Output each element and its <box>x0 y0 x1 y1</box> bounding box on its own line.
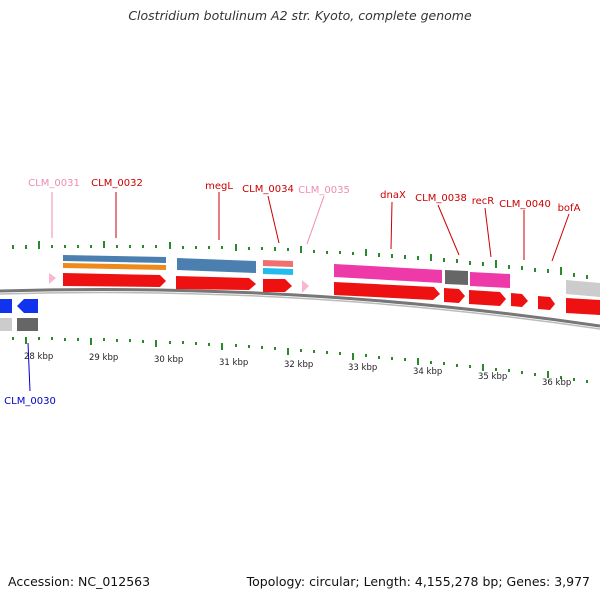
scale-labels: 28 kbp 29 kbp 30 kbp 31 kbp 32 kbp 33 kb… <box>24 352 571 388</box>
gene-bar-lower-darkgray <box>17 318 38 331</box>
scale-label-35: 35 kbp <box>478 372 507 382</box>
gene-arrow-red-1 <box>63 273 166 287</box>
gene-label-clm0031: CLM_0031 <box>28 178 80 189</box>
genome-summary-text: Topology: circular; Length: 4,155,278 bp… <box>246 574 590 589</box>
gene-arrow-red-9 <box>566 298 600 315</box>
scale-label-30: 30 kbp <box>154 355 183 365</box>
gene-arrow-red-3 <box>263 279 292 292</box>
gene-bar-lightgray <box>566 280 600 297</box>
label-leaders <box>27 192 570 392</box>
gene-label-dnax: dnaX <box>380 190 406 201</box>
gene-bar-blue-2 <box>177 258 256 273</box>
gene-arrow-red-8 <box>538 296 555 310</box>
gene-arrow-red-4 <box>334 282 440 300</box>
gene-arrows <box>0 273 600 331</box>
gene-label-clm0030: CLM_0030 <box>4 396 56 407</box>
lower-tick-ruler <box>12 337 588 383</box>
gene-bar-magenta-1 <box>334 264 442 283</box>
gene-bar-blue-1 <box>63 255 166 263</box>
gene-label-clm0034: CLM_0034 <box>242 184 294 195</box>
gene-arrow-red-7 <box>511 293 528 307</box>
accession-text: Accession: NC_012563 <box>8 574 151 589</box>
upper-tick-ruler <box>12 241 588 279</box>
gene-bar-gray <box>445 270 468 285</box>
gene-arrow-blue-left-1 <box>0 299 12 313</box>
backbone-outer <box>0 287 600 328</box>
gene-bar-salmon <box>263 260 293 267</box>
scale-label-32: 32 kbp <box>284 360 313 370</box>
gene-bar-orange-1 <box>63 263 166 270</box>
gene-bar-cyan <box>263 268 293 275</box>
scale-label-36: 36 kbp <box>542 378 571 388</box>
gene-label-clm0040: CLM_0040 <box>499 199 551 210</box>
map-title: Clostridium botulinum A2 str. Kyoto, com… <box>128 8 472 23</box>
backbone-inner <box>0 291 600 330</box>
gene-label-bofa: bofA <box>558 203 581 214</box>
gene-arrow-red-6 <box>469 290 506 306</box>
scale-label-34: 34 kbp <box>413 367 442 377</box>
gene-arrow-blue-left-2 <box>17 299 38 313</box>
scale-label-33: 33 kbp <box>348 363 377 373</box>
gene-label-clm0032: CLM_0032 <box>91 178 143 189</box>
gene-label-recr: recR <box>472 196 495 207</box>
gene-arrow-red-5 <box>444 288 465 303</box>
gene-bar-lower-lightgray <box>0 318 12 331</box>
gene-arrow-red-2 <box>176 276 256 290</box>
scale-label-29: 29 kbp <box>89 353 118 363</box>
gene-label-clm0035: CLM_0035 <box>298 185 350 196</box>
feature-track <box>63 255 600 297</box>
gene-bar-magenta-2 <box>470 272 510 288</box>
gene-labels: CLM_0031 CLM_0032 megL CLM_0034 CLM_0035… <box>4 178 580 407</box>
scale-label-28: 28 kbp <box>24 352 53 362</box>
gene-label-clm0038: CLM_0038 <box>415 193 467 204</box>
gene-label-megl: megL <box>205 181 233 192</box>
gene-arrow-pink-small-1 <box>49 273 56 284</box>
scale-label-31: 31 kbp <box>219 358 248 368</box>
gene-arrow-pink-small-2 <box>302 280 309 293</box>
